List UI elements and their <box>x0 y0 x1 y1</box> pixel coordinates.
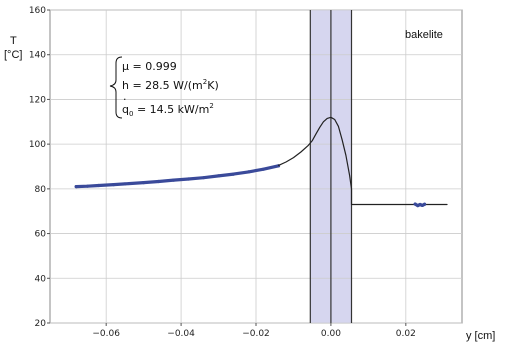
y-tick-label: 60 <box>35 230 47 240</box>
y-axis-label-unit: [°C] <box>4 49 22 61</box>
data-point <box>172 178 176 182</box>
series-model-line <box>277 116 448 206</box>
data-point <box>123 182 127 186</box>
data-point <box>112 183 116 187</box>
data-point <box>97 183 101 188</box>
x-tick-label: 0.00 <box>321 329 341 339</box>
data-point <box>186 177 191 181</box>
x-tick-label: −0.06 <box>92 329 120 339</box>
data-point <box>422 202 427 206</box>
y-tick-label: 120 <box>29 95 46 105</box>
annotation-h: h = 28.5 W/(m2K) <box>122 78 219 92</box>
x-tick-label: 0.02 <box>396 329 416 339</box>
material-label: bakelite <box>405 29 443 41</box>
x-tick-label: −0.04 <box>167 329 195 339</box>
series-group <box>74 116 448 208</box>
annotation-mu: μ = 0.999 <box>122 60 177 73</box>
band-boundaries <box>309 10 353 323</box>
q-dot: · <box>123 93 127 106</box>
y-tick-label: 20 <box>35 319 47 329</box>
y-tick-label: 40 <box>35 274 47 284</box>
data-point <box>216 174 221 178</box>
data-point <box>74 185 78 189</box>
data-point <box>231 172 236 176</box>
y-tick-label: 140 <box>29 51 46 61</box>
data-point <box>85 184 90 188</box>
data-point <box>157 179 161 184</box>
data-point <box>142 180 146 185</box>
y-axis-label-symbol: T <box>10 35 17 47</box>
annotation-q: q0 = 14.5 kW/m2 <box>122 102 214 118</box>
y-tick-label: 100 <box>29 140 46 150</box>
x-axis-label: y [cm] <box>466 330 495 342</box>
grid <box>50 9 462 324</box>
data-point <box>246 170 251 174</box>
x-tick-label: −0.02 <box>242 329 270 339</box>
data-point <box>261 167 266 171</box>
tick-labels: 20 40 60 80 100 120 140 160 −0.06 −0.04 −0.02 0.00 0… <box>29 6 416 339</box>
y-tick-label: 80 <box>35 185 47 195</box>
y-tick-label: 160 <box>29 6 46 16</box>
annotation-brace <box>109 56 123 119</box>
data-point <box>413 202 417 206</box>
data-point <box>201 176 206 180</box>
